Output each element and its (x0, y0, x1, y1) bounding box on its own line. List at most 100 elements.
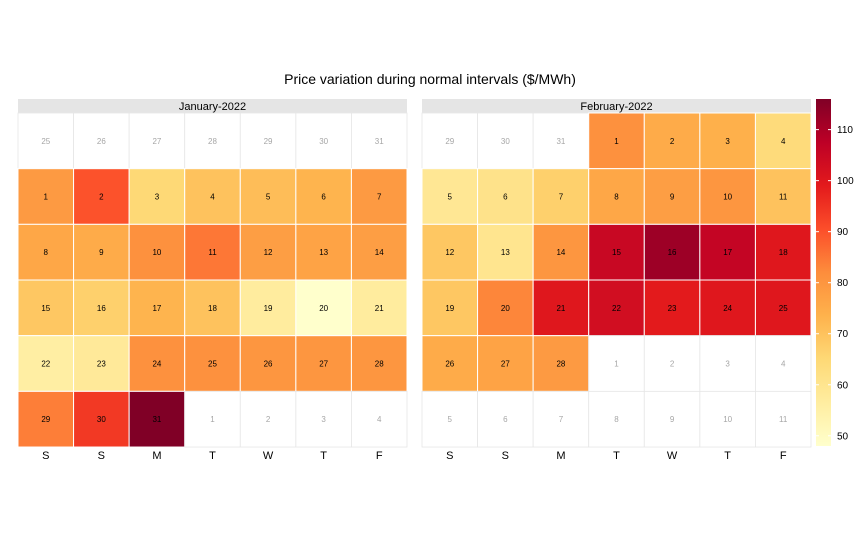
day-number: 3 (725, 137, 730, 146)
day-number: 7 (559, 193, 564, 202)
day-number: 16 (668, 248, 677, 257)
day-number: 8 (44, 248, 49, 257)
day-number: 28 (556, 360, 565, 369)
day-number: 26 (97, 137, 106, 146)
calendar-cell (421, 223, 479, 281)
day-number: 16 (97, 304, 106, 313)
day-number: 6 (503, 193, 508, 202)
calendar-cell (17, 168, 75, 225)
calendar-cell (754, 279, 812, 337)
day-number: 21 (556, 304, 565, 313)
day-number: 30 (319, 137, 328, 146)
day-number: 30 (97, 415, 106, 424)
calendar-cell (17, 223, 75, 281)
weekday-label: M (556, 450, 565, 462)
month-strip (422, 99, 811, 113)
day-number: 18 (208, 304, 217, 313)
day-number: 8 (614, 415, 619, 424)
day-number: 15 (41, 304, 50, 313)
calendar-cell (588, 168, 645, 225)
calendar-cell (643, 335, 701, 392)
colorbar-tick-label: 100 (837, 176, 854, 187)
calendar-cell (588, 223, 645, 281)
day-number: 15 (612, 248, 621, 257)
day-number: 5 (266, 193, 271, 202)
day-number: 2 (670, 360, 675, 369)
colorbar-tick-label: 110 (837, 125, 853, 136)
calendar-cell (477, 390, 534, 448)
day-number: 20 (319, 304, 328, 313)
calendar-cell (73, 390, 130, 448)
day-number: 1 (210, 415, 215, 424)
day-number: 21 (375, 304, 384, 313)
day-number: 4 (781, 137, 786, 146)
calendar-cell (128, 390, 186, 448)
day-number: 24 (723, 304, 732, 313)
calendar-cell (588, 335, 645, 392)
weekday-label: W (263, 450, 274, 462)
month-label: January-2022 (179, 101, 246, 113)
day-number: 30 (501, 137, 510, 146)
weekday-label: T (724, 450, 731, 462)
calendar-cell (128, 279, 186, 337)
day-number: 13 (319, 248, 328, 257)
calendar-cell (17, 335, 75, 392)
calendar-cell (643, 112, 701, 170)
calendar-cell (239, 223, 297, 281)
calendar-cell (477, 279, 534, 337)
calendar-cell (17, 390, 75, 448)
day-number: 9 (670, 193, 675, 202)
weekday-label: S (446, 450, 453, 462)
calendar-cell (184, 279, 241, 337)
day-number: 6 (321, 193, 326, 202)
colorbar: 50 60 70 80 90 100 110 (816, 99, 854, 446)
weekday-label: F (376, 450, 383, 462)
calendar-cell (239, 112, 297, 170)
day-number: 19 (264, 304, 273, 313)
day-number: 29 (41, 415, 50, 424)
day-number: 25 (779, 304, 788, 313)
calendar-cell (295, 279, 352, 337)
calendar-cell (699, 335, 756, 392)
day-number: 22 (41, 360, 50, 369)
day-number: 26 (445, 360, 454, 369)
day-number: 12 (264, 248, 273, 257)
day-number: 5 (448, 415, 453, 424)
day-number: 27 (319, 360, 328, 369)
day-number: 8 (614, 193, 619, 202)
day-number: 12 (445, 248, 454, 257)
calendar-cell (17, 279, 75, 337)
day-number: 11 (779, 193, 788, 202)
day-number: 1 (614, 360, 619, 369)
calendar-cell (588, 390, 645, 448)
day-number: 10 (152, 248, 161, 257)
day-number: 4 (210, 193, 215, 202)
calendar-cell (699, 390, 756, 448)
calendar-cell (755, 390, 812, 448)
calendar-cell (755, 335, 812, 392)
day-number: 25 (208, 360, 217, 369)
day-number: 29 (445, 137, 454, 146)
calendar-cell (421, 335, 479, 392)
weekday-label: S (42, 450, 49, 462)
calendar-cell (588, 279, 645, 337)
calendar-cell (699, 279, 756, 337)
weekday-label: S (98, 450, 105, 462)
calendar-cell (699, 112, 756, 170)
calendar-cell (350, 279, 408, 337)
calendar-cell (350, 335, 408, 392)
weekday-label: T (320, 450, 327, 462)
calendar-cell (295, 390, 352, 448)
calendar-cell (643, 223, 701, 281)
day-number: 11 (779, 415, 788, 424)
day-number: 2 (99, 193, 104, 202)
calendar-cell (421, 112, 478, 170)
day-number: 31 (152, 415, 161, 424)
day-number: 27 (501, 360, 510, 369)
day-number: 10 (723, 193, 732, 202)
day-number: 19 (445, 304, 454, 313)
calendar-cell (351, 112, 408, 170)
